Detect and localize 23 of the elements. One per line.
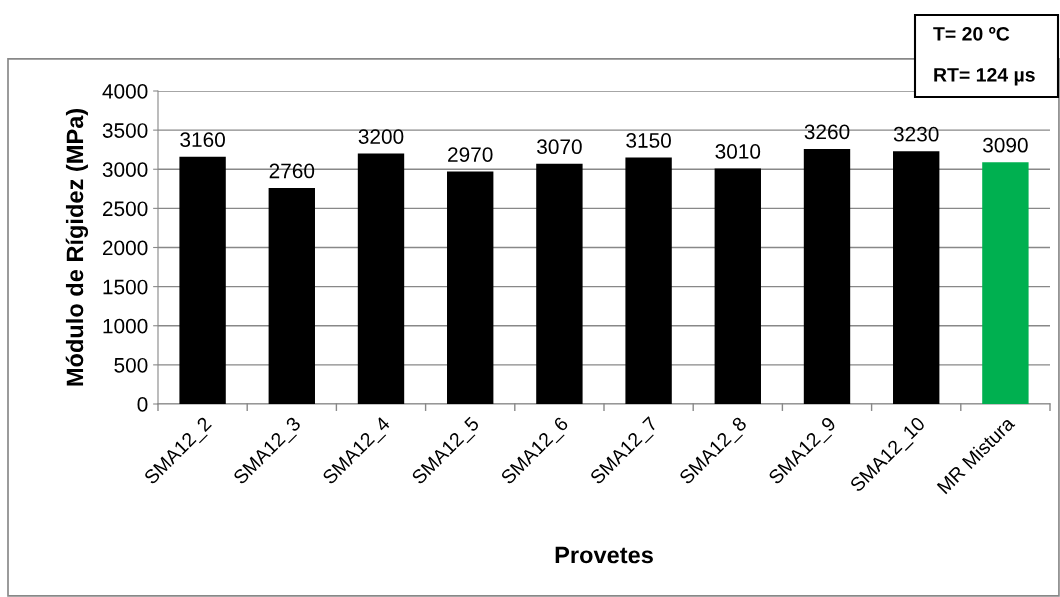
data-label: 3010 [715,144,761,159]
data-label: 3200 [358,129,404,144]
y-tick-label: 3000 [102,162,148,177]
y-tick-label: 3500 [102,123,148,138]
y-tick-label: 4000 [102,84,148,99]
data-label: 3260 [804,124,850,140]
data-label: 3070 [537,139,582,155]
data-label: 2760 [269,163,315,179]
y-tick-label: 1500 [103,279,148,295]
data-label: 3160 [180,132,225,148]
y-tick-label: 1000 [103,318,148,334]
data-label: 3150 [626,133,671,148]
x-axis-title: Provetes [555,546,653,564]
data-label: 3090 [983,137,1028,153]
y-tick-label: 2500 [102,201,148,217]
data-label: 3230 [893,126,939,142]
text: RT= 124 µs [934,67,1035,86]
data-label: 2970 [448,147,493,162]
y-tick-label: 0 [137,397,148,412]
y-axis-title: Módulo de Rígidez (MPa) [65,108,89,386]
y-tick-label: 2000 [102,240,148,256]
text: T= 20 ºC [933,26,1010,41]
y-tick-label: 500 [114,357,148,373]
